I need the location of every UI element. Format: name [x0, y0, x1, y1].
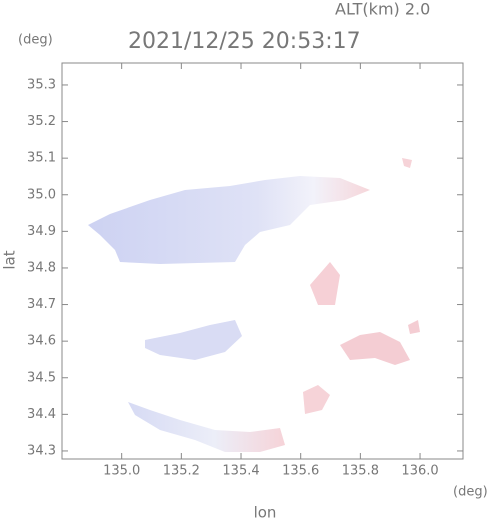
plot-frame — [61, 62, 464, 460]
echo-area — [402, 158, 412, 168]
echo-area — [408, 320, 420, 334]
y-tick-label: 35.1 — [27, 151, 56, 166]
y-tick-label: 35.0 — [27, 187, 56, 202]
y-tick-label: 35.3 — [27, 77, 56, 92]
echo-area — [88, 176, 370, 264]
x-unit: (deg) — [453, 485, 488, 500]
y-tick-label: 34.7 — [27, 297, 56, 312]
y-tick-label: 34.3 — [27, 443, 56, 458]
x-tick-label: 135.0 — [103, 464, 140, 479]
echo-area — [303, 385, 330, 414]
y-tick-label: 34.5 — [27, 370, 56, 385]
echo-area — [128, 402, 285, 452]
y-tick-label: 34.4 — [27, 407, 56, 422]
x-tick-label: 135.2 — [163, 464, 200, 479]
y-unit: (deg) — [18, 33, 53, 48]
x-axis-label: lon — [254, 504, 277, 521]
y-tick-label: 34.6 — [27, 334, 56, 349]
altitude-label: ALT(km) 2.0 — [335, 0, 430, 19]
echo-area — [145, 320, 242, 360]
x-tick-label: 135.8 — [342, 464, 379, 479]
echo-area — [340, 332, 410, 365]
y-axis-label: lat — [1, 250, 19, 269]
x-tick-label: 136.0 — [401, 464, 438, 479]
echo-areas — [88, 158, 420, 452]
chart-title: 2021/12/25 20:53:17 — [128, 29, 361, 54]
y-tick-label: 35.2 — [27, 114, 56, 129]
y-tick-label: 34.8 — [27, 260, 56, 275]
y-tick-label: 34.9 — [27, 224, 56, 239]
x-tick-label: 135.6 — [282, 464, 319, 479]
echo-area — [310, 262, 340, 305]
x-tick-label: 135.4 — [222, 464, 259, 479]
